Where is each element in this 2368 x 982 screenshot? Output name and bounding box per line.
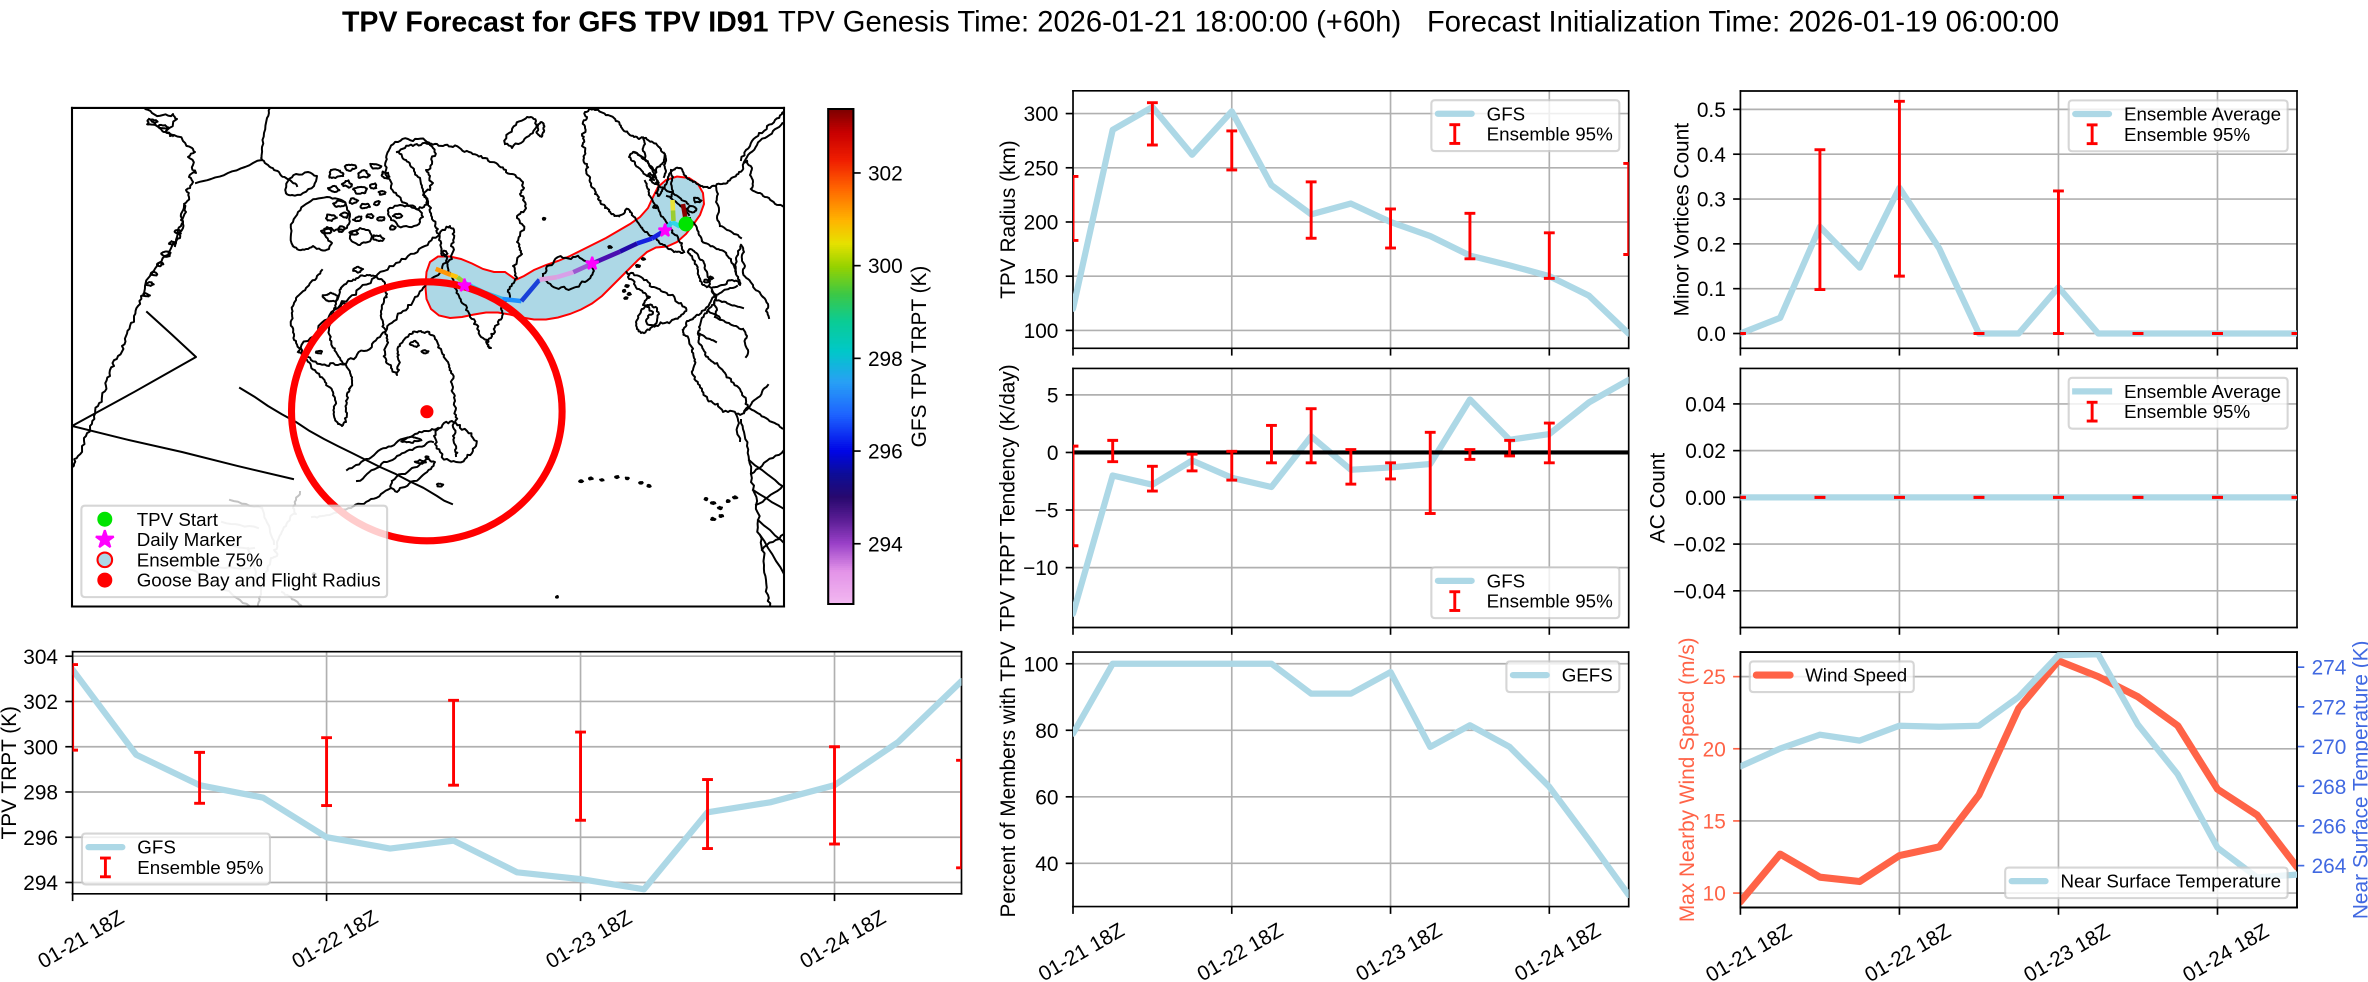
- svg-text:Ensemble 75%: Ensemble 75%: [137, 549, 263, 570]
- svg-text:Minor Vortices Count: Minor Vortices Count: [1670, 123, 1693, 317]
- svg-text:Ensemble 95%: Ensemble 95%: [2124, 401, 2250, 422]
- svg-text:GFS TPV TRPT (K): GFS TPV TRPT (K): [908, 266, 931, 448]
- svg-text:60: 60: [1035, 786, 1058, 809]
- svg-text:40: 40: [1035, 853, 1058, 876]
- svg-text:268: 268: [2312, 776, 2347, 799]
- svg-text:300: 300: [23, 736, 58, 759]
- svg-text:300: 300: [868, 255, 903, 278]
- svg-text:Percent of Members with TPV: Percent of Members with TPV: [997, 641, 1020, 917]
- svg-text:Ensemble Average: Ensemble Average: [2124, 381, 2281, 402]
- svg-text:298: 298: [868, 348, 903, 371]
- svg-text:200: 200: [1024, 212, 1059, 235]
- svg-text:TPV TRPT (K): TPV TRPT (K): [0, 706, 21, 839]
- svg-text:Daily Marker: Daily Marker: [137, 529, 242, 550]
- svg-text:−10: −10: [1023, 557, 1058, 580]
- svg-text:0.02: 0.02: [1685, 440, 1726, 463]
- svg-text:25: 25: [1703, 666, 1726, 689]
- svg-text:Max Nearby Wind Speed (m/s): Max Nearby Wind Speed (m/s): [1676, 637, 1699, 922]
- svg-text:Ensemble 95%: Ensemble 95%: [1487, 591, 1613, 612]
- svg-text:GFS: GFS: [1487, 103, 1526, 124]
- svg-text:150: 150: [1024, 266, 1059, 289]
- svg-text:296: 296: [868, 441, 903, 464]
- svg-text:Near Surface Temperature: Near Surface Temperature: [2060, 871, 2281, 892]
- svg-text:−5: −5: [1035, 500, 1059, 523]
- svg-text:296: 296: [23, 827, 58, 850]
- svg-text:302: 302: [23, 691, 58, 714]
- svg-text:TPV Radius (km): TPV Radius (km): [997, 140, 1020, 299]
- svg-text:GEFS: GEFS: [1562, 665, 1613, 686]
- svg-text:304: 304: [23, 646, 58, 669]
- svg-text:0.3: 0.3: [1697, 189, 1726, 212]
- svg-text:TPV TRPT Tendency (K/day): TPV TRPT Tendency (K/day): [997, 364, 1020, 631]
- svg-text:GFS: GFS: [1487, 570, 1526, 591]
- svg-text:TPV Forecast for GFS TPV ID91: TPV Forecast for GFS TPV ID91: [342, 7, 769, 39]
- svg-text:80: 80: [1035, 720, 1058, 743]
- svg-text:0.04: 0.04: [1685, 393, 1726, 416]
- svg-text:Ensemble 95%: Ensemble 95%: [1487, 124, 1613, 145]
- svg-text:GFS: GFS: [137, 837, 176, 858]
- svg-text:302: 302: [868, 163, 903, 186]
- svg-text:TPV Start: TPV Start: [137, 509, 219, 530]
- svg-text:Wind Speed: Wind Speed: [1805, 665, 1907, 686]
- svg-text:264: 264: [2312, 855, 2347, 878]
- svg-text:300: 300: [1024, 103, 1059, 126]
- svg-text:0: 0: [1047, 442, 1059, 465]
- svg-text:Goose Bay and Flight Radius: Goose Bay and Flight Radius: [137, 570, 381, 591]
- svg-text:0.5: 0.5: [1697, 99, 1726, 122]
- svg-text:5: 5: [1047, 384, 1059, 407]
- svg-text:0.4: 0.4: [1697, 144, 1726, 167]
- svg-text:270: 270: [2312, 736, 2347, 759]
- svg-text:0.00: 0.00: [1685, 487, 1726, 510]
- svg-text:TPV Genesis Time: 2026-01-21 1: TPV Genesis Time: 2026-01-21 18:00:00 (+…: [778, 7, 1401, 39]
- svg-text:274: 274: [2312, 657, 2347, 680]
- svg-text:Ensemble 95%: Ensemble 95%: [2124, 124, 2250, 145]
- svg-text:294: 294: [23, 872, 58, 895]
- svg-text:294: 294: [868, 533, 903, 556]
- svg-text:20: 20: [1703, 738, 1726, 761]
- svg-text:0.1: 0.1: [1697, 278, 1726, 301]
- svg-text:0.0: 0.0: [1697, 323, 1726, 346]
- svg-text:AC Count: AC Count: [1647, 453, 1670, 544]
- svg-text:266: 266: [2312, 815, 2347, 838]
- svg-text:−0.02: −0.02: [1673, 534, 1726, 557]
- svg-text:10: 10: [1703, 883, 1726, 906]
- svg-text:15: 15: [1703, 810, 1726, 833]
- svg-text:Near Surface Temperature (K): Near Surface Temperature (K): [2350, 640, 2368, 919]
- svg-text:250: 250: [1024, 157, 1059, 180]
- svg-text:Forecast Initialization Time:: Forecast Initialization Time: 2026-01-19…: [1427, 7, 2059, 39]
- svg-text:100: 100: [1024, 653, 1059, 676]
- svg-text:Ensemble 95%: Ensemble 95%: [137, 857, 263, 878]
- svg-text:272: 272: [2312, 696, 2347, 719]
- svg-text:100: 100: [1024, 320, 1059, 343]
- svg-text:−0.04: −0.04: [1673, 580, 1726, 603]
- svg-text:0.2: 0.2: [1697, 233, 1726, 256]
- svg-text:Ensemble Average: Ensemble Average: [2124, 104, 2281, 125]
- svg-text:298: 298: [23, 782, 58, 805]
